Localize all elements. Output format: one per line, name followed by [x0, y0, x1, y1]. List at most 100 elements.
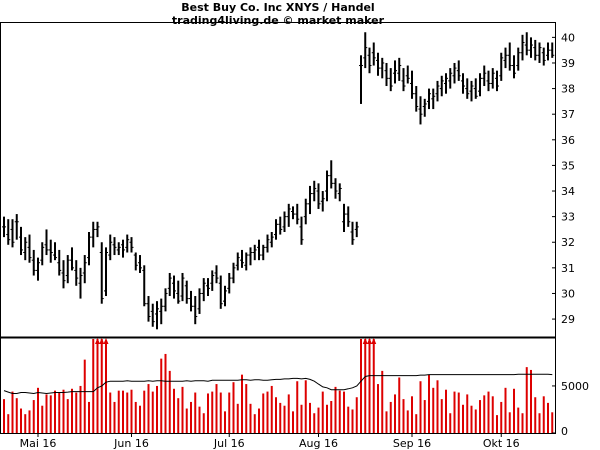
price-bar: [206, 278, 210, 297]
price-bar: [431, 88, 436, 110]
price-bar: [444, 73, 448, 94]
price-bar: [74, 260, 79, 286]
chart-subtitle: trading4living.de © market maker: [171, 14, 385, 27]
price-bar: [422, 98, 427, 117]
volume-tick-label: 5000: [561, 380, 589, 393]
price-tick-label: 38: [561, 83, 575, 96]
price-bar: [231, 262, 236, 284]
price-bar: [312, 180, 317, 202]
price-bar: [53, 242, 57, 261]
price-bar: [116, 242, 121, 256]
volume-average-line: [3, 373, 553, 395]
price-bar: [146, 296, 151, 322]
price-bar: [473, 78, 478, 99]
price-bar: [524, 32, 529, 56]
volume-average: [3, 373, 553, 395]
price-bar: [316, 183, 321, 209]
price-bar: [227, 272, 232, 294]
price-bar: [31, 249, 36, 276]
price-bar: [388, 68, 393, 92]
price-bar: [512, 55, 516, 79]
price-bar: [87, 232, 91, 266]
x-tick-label: Sep 16: [393, 437, 431, 450]
price-bar: [142, 265, 147, 307]
price-bar: [507, 42, 512, 71]
x-tick-label: Aug 16: [299, 437, 338, 450]
price-bar: [354, 221, 359, 238]
price-bar: [180, 272, 185, 302]
price-bar: [308, 185, 312, 215]
price-bar: [495, 70, 499, 92]
price-bar: [427, 88, 431, 110]
price-tick-label: 32: [561, 236, 575, 249]
price-bar: [57, 249, 62, 276]
price-bar: [384, 62, 389, 87]
price-tick-label: 29: [561, 313, 575, 326]
price-bar: [393, 60, 397, 84]
price-bar: [163, 288, 168, 312]
price-bar: [172, 275, 176, 299]
price-bar: [261, 244, 266, 261]
price-bar: [223, 285, 227, 307]
price-bar: [248, 247, 253, 266]
price-bar: [376, 52, 380, 76]
price-bar: [40, 242, 45, 266]
price-bar: [482, 65, 487, 87]
price-tick-label: 30: [561, 287, 575, 300]
price-bar: [299, 216, 304, 245]
price-bar: [435, 80, 440, 102]
price-bar: [167, 272, 172, 297]
price-bar: [155, 301, 159, 330]
price-bar: [184, 280, 189, 304]
price-bar: [10, 219, 15, 248]
price-bar: [65, 255, 70, 284]
price-bar: [529, 37, 533, 58]
price-bar: [490, 68, 495, 89]
x-tick-label: Okt 16: [483, 437, 520, 450]
price-bar: [499, 52, 504, 81]
price-bar: [414, 86, 419, 112]
price-bar: [359, 55, 363, 104]
price-bar: [244, 252, 249, 271]
price-bar: [325, 170, 329, 202]
price-bar: [291, 206, 295, 220]
price-bar: [520, 34, 525, 61]
price-bar: [541, 47, 546, 66]
price-bar: [265, 234, 270, 253]
price-bar: [410, 70, 414, 99]
price-bar: [350, 221, 355, 245]
chart-title: Best Buy Co. Inc XNYS / Handel: [181, 1, 375, 14]
price-bar: [439, 75, 444, 97]
price-tick-label: 40: [561, 31, 575, 44]
chart-frames: [0, 22, 556, 434]
x-axis: Mai 16 Jun 16 Jul 16 Aug 16 Sep 16 Okt 16: [20, 433, 520, 450]
price-bar: [240, 249, 244, 268]
price-bar: [82, 255, 87, 284]
price-bar: [503, 47, 508, 69]
price-bar: [193, 296, 198, 325]
price-bar: [99, 242, 104, 304]
price-bar: [70, 247, 74, 271]
price-bar: [342, 203, 346, 232]
price-bar: [6, 219, 11, 245]
price-bar: [197, 288, 202, 314]
price-bar: [516, 47, 521, 71]
price-bar: [371, 42, 376, 66]
x-tick-label: Jun 16: [113, 437, 149, 450]
volume-offscale-marker: [371, 338, 377, 344]
price-bar: [36, 257, 40, 281]
price-bar: [112, 237, 117, 256]
price-bar: [189, 290, 193, 312]
price-bar: [214, 265, 219, 284]
price-bar: [550, 42, 555, 58]
price-bar: [23, 237, 28, 261]
price-bar: [210, 270, 215, 291]
x-tick-label: Mai 16: [20, 437, 57, 450]
price-bar: [274, 219, 278, 240]
price-bar: [108, 234, 113, 261]
volume-offscale-marker: [99, 338, 105, 344]
volume-axis: 0 5000: [552, 380, 589, 438]
price-bar: [78, 267, 83, 299]
price-bar: [401, 68, 406, 92]
